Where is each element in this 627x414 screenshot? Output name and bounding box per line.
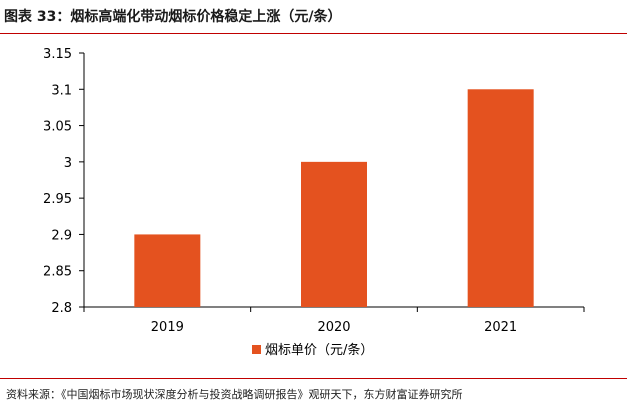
bar-2020 [301, 161, 367, 307]
y-tick-label: 2.85 [43, 265, 72, 280]
x-tick-label: 2020 [317, 320, 350, 335]
y-tick-label: 3.15 [43, 47, 72, 62]
y-tick-label: 3 [64, 156, 72, 171]
figure-title: 图表 33：烟标高端化带动烟标价格稳定上涨（元/条） [4, 9, 342, 25]
x-tick-label: 2019 [151, 320, 184, 335]
y-tick-label: 3.05 [43, 120, 72, 135]
title-divider [0, 33, 627, 34]
legend-label: 烟标单价（元/条） [265, 342, 373, 358]
y-tick-label: 3.1 [51, 83, 72, 98]
bar-2019 [134, 234, 201, 307]
y-tick-label: 2.9 [51, 228, 72, 243]
y-tick-label: 2.95 [43, 192, 72, 207]
y-tick-label: 2.8 [51, 301, 72, 316]
bar-2021 [467, 89, 534, 308]
source-divider [0, 378, 627, 379]
x-tick-label: 2021 [484, 320, 517, 335]
bar-chart: 2.8 2.85 2.9 2.95 3 3.05 3.1 3.15 2019 2020 2021 烟标… [43, 47, 585, 358]
source-note: 资料来源：《中国烟标市场现状深度分析与投资战略调研报告》观研天下，东方财富证券研… [6, 388, 463, 401]
legend-swatch [252, 345, 261, 354]
